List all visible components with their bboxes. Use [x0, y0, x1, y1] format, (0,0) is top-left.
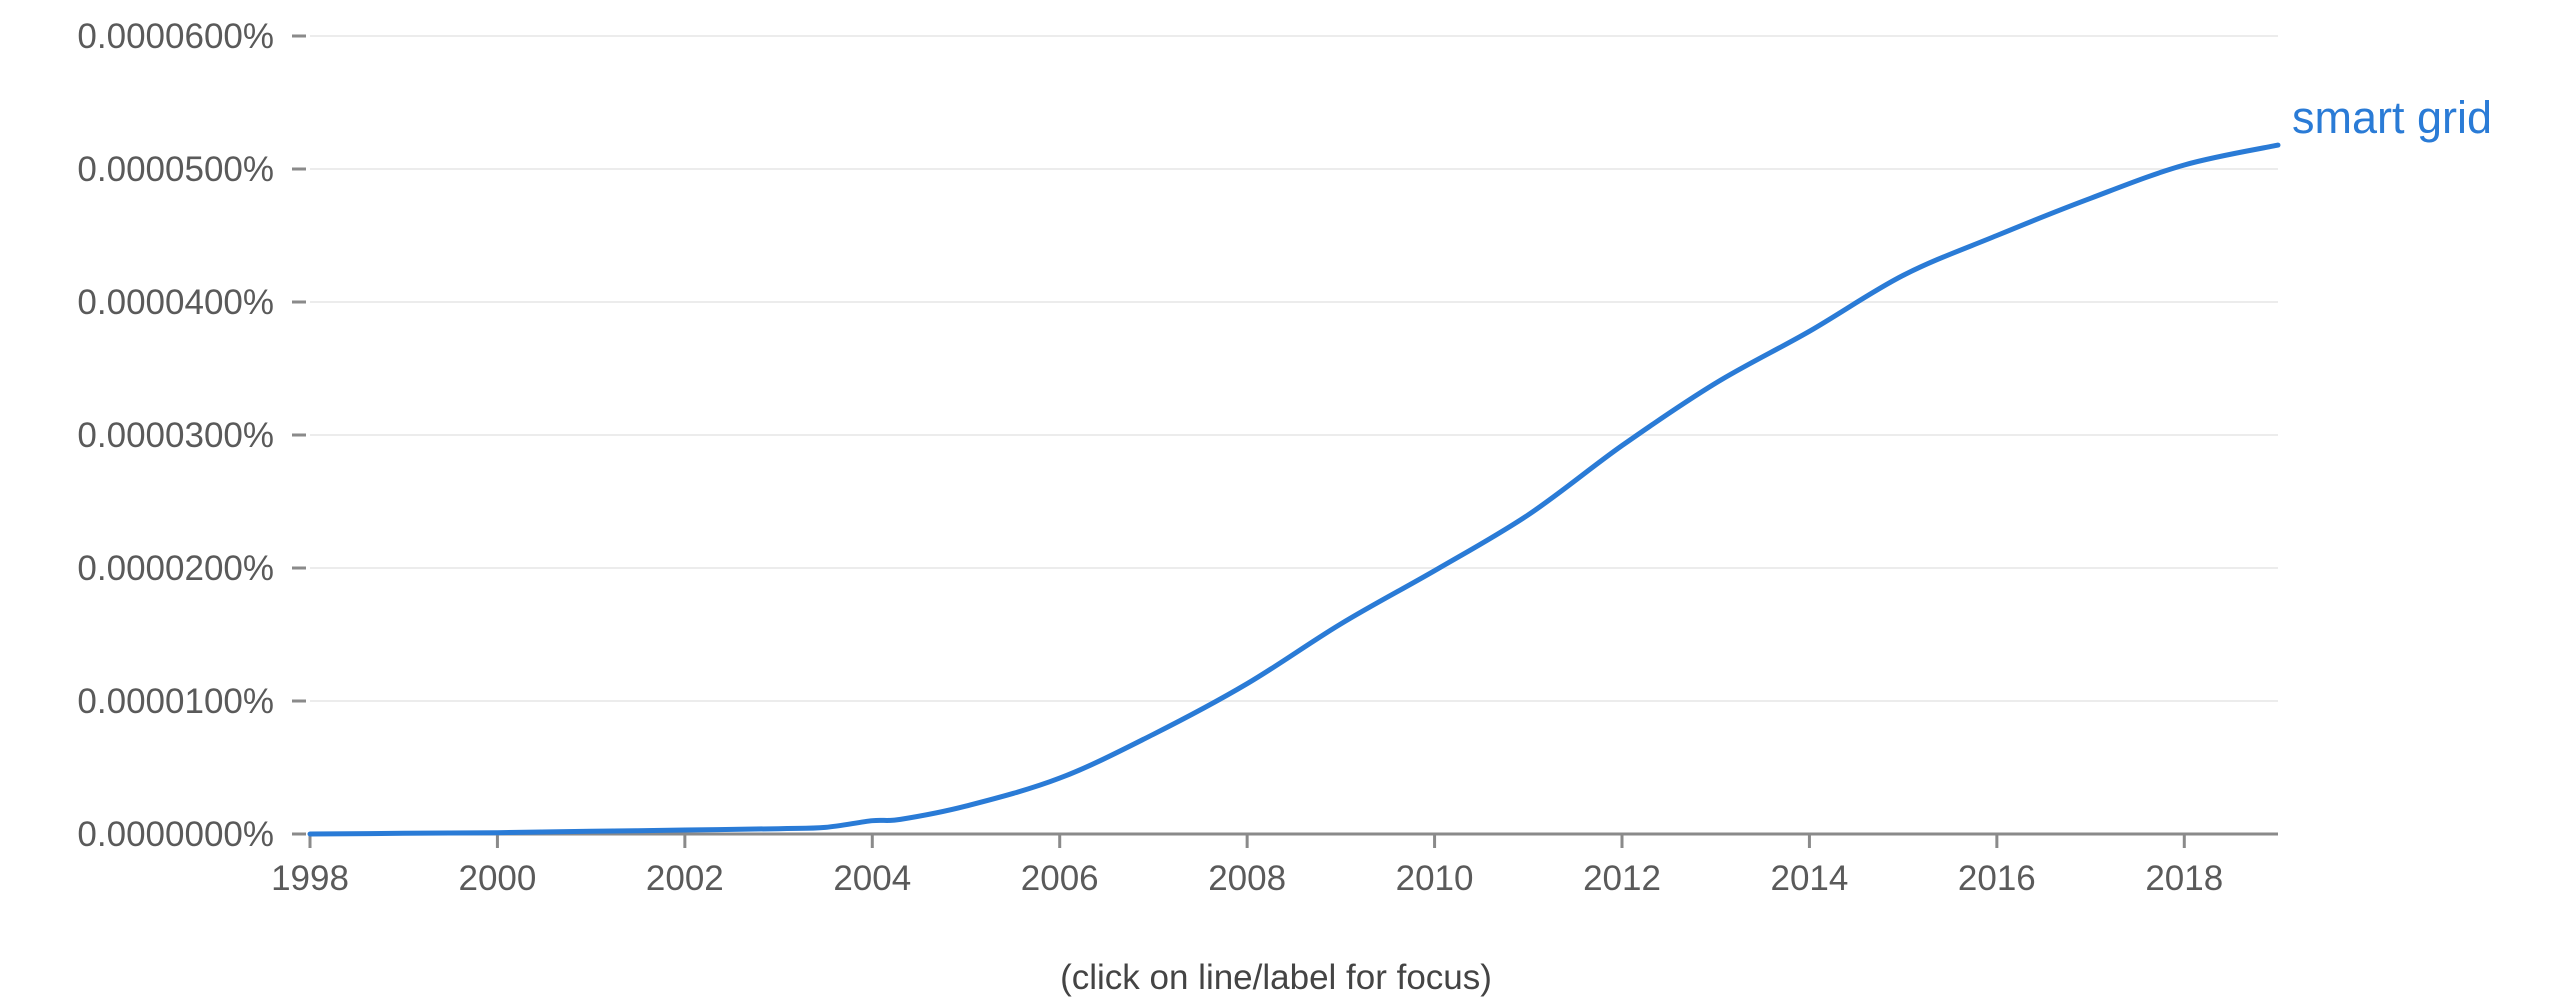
- x-tick-labels: 1998 2000 2002 2004 2006 2008 2010 2012 2014 2016…: [271, 834, 2223, 898]
- y-tick-labels: 0.0000000% 0.0000100% 0.0000200% 0.0000300%…: [77, 17, 274, 854]
- x-tick-label: 1998: [271, 859, 349, 898]
- x-tick-label: 2016: [1958, 859, 2036, 898]
- series-label-smart-grid[interactable]: smart grid: [2292, 92, 2492, 143]
- y-tick-label: 0.0000500%: [77, 150, 274, 189]
- y-tick-label: 0.0000400%: [77, 283, 274, 322]
- y-tick-label: 0.0000600%: [77, 17, 274, 56]
- y-tick-label: 0.0000000%: [77, 815, 274, 854]
- y-tick-label: 0.0000300%: [77, 416, 274, 455]
- x-tick-label: 2012: [1583, 859, 1661, 898]
- series-layer[interactable]: smart grid: [307, 92, 2492, 837]
- y-tick-label: 0.0000200%: [77, 549, 274, 588]
- x-tick-label: 2002: [646, 859, 724, 898]
- x-tick-label: 2006: [1021, 859, 1099, 898]
- focus-hint: (click on line/label for focus): [1060, 958, 1492, 997]
- series-line-smart-grid[interactable]: [307, 142, 2281, 837]
- x-tick-label: 2018: [2145, 859, 2223, 898]
- x-tick-label: 2004: [833, 859, 911, 898]
- x-tick-label: 2000: [458, 859, 536, 898]
- y-tick-label: 0.0000100%: [77, 682, 274, 721]
- grid-layer: [292, 34, 2278, 836]
- x-tick-label: 2010: [1396, 859, 1474, 898]
- x-tick-label: 2014: [1770, 859, 1848, 898]
- x-tick-label: 2008: [1208, 859, 1286, 898]
